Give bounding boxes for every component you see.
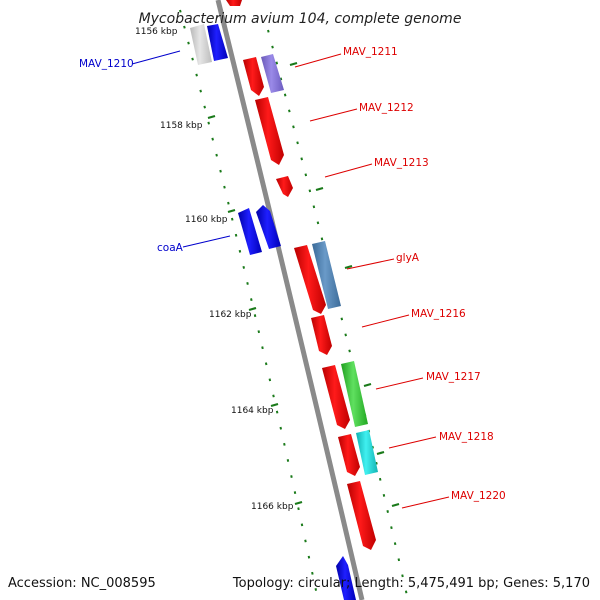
gene-arrow-mav1213[interactable]	[276, 176, 293, 197]
genome-summary-text: Topology: circular; Length: 5,475,491 bp…	[232, 576, 590, 591]
gene-arrow-mav1218[interactable]	[356, 430, 378, 475]
gene-arrow-mav1218-red[interactable]	[338, 434, 360, 476]
gc-skew-track	[179, 9, 409, 600]
label-mav1213[interactable]: MAV_1213	[374, 157, 429, 169]
gene-arrow-grey[interactable]	[190, 24, 212, 65]
gene-arrow-coaA-2[interactable]	[256, 205, 281, 249]
gc-outer-curve	[267, 29, 409, 600]
leader-mav1213	[324, 163, 373, 178]
gc-peak-marks	[207, 61, 400, 508]
scale-label-1162: 1162 kbp	[209, 310, 252, 320]
leader-mav1211	[294, 53, 342, 68]
label-mav1212[interactable]: MAV_1212	[359, 102, 414, 114]
gene-arrow-mav1210[interactable]	[207, 24, 228, 61]
label-mav1216[interactable]: MAV_1216	[411, 308, 466, 320]
leader-glyA	[346, 258, 395, 270]
gene-arrow-mav1212[interactable]	[255, 97, 284, 165]
gene-arrow-mav1217-red[interactable]	[322, 365, 350, 429]
map-title: Mycobacterium avium 104, complete genome	[139, 11, 462, 27]
label-mav1210[interactable]: MAV_1210	[79, 58, 134, 70]
label-mav1220[interactable]: MAV_1220	[451, 490, 506, 502]
gene-arrow-top-partial[interactable]	[226, 0, 242, 6]
label-glyA[interactable]: glyA	[396, 252, 420, 264]
leader-mav1220	[401, 496, 450, 509]
gene-arrow-glyA-red[interactable]	[294, 245, 326, 314]
label-leaders	[131, 50, 450, 509]
gene-arrow-mav1216[interactable]	[311, 315, 332, 355]
scale-label-1160: 1160 kbp	[185, 215, 228, 225]
leader-coaA	[182, 235, 231, 248]
gene-arrow-glyA[interactable]	[312, 241, 341, 309]
forward-strand-genes	[243, 54, 378, 550]
label-mav1218[interactable]: MAV_1218	[439, 431, 494, 443]
label-coaA[interactable]: coaA	[157, 242, 184, 254]
leader-mav1210	[131, 50, 181, 65]
leader-mav1212	[309, 108, 358, 122]
leader-mav1218	[388, 436, 437, 449]
gene-arrow-bottom-blue[interactable]	[336, 556, 356, 600]
accession-text: Accession: NC_008595	[8, 576, 156, 591]
gene-arrow-mav1211[interactable]	[243, 57, 264, 96]
label-mav1211[interactable]: MAV_1211	[343, 46, 398, 58]
reverse-strand-genes	[190, 0, 356, 600]
gene-arrow-mav1211b[interactable]	[261, 54, 284, 93]
gene-labels: MAV_1210 coaA MAV_1211 MAV_1212 MAV_1213…	[79, 46, 506, 502]
gene-arrow-mav1217[interactable]	[341, 361, 368, 427]
scale-label-1158: 1158 kbp	[160, 121, 203, 131]
genome-backbone	[215, 0, 365, 600]
label-mav1217[interactable]: MAV_1217	[426, 371, 481, 383]
scale-labels: 1156 kbp 1158 kbp 1160 kbp 1162 kbp 1164…	[135, 27, 294, 512]
leader-mav1216	[361, 314, 410, 328]
scale-label-1156: 1156 kbp	[135, 27, 178, 37]
gc-inner-curve	[179, 9, 319, 600]
scale-label-1166: 1166 kbp	[251, 502, 294, 512]
leader-mav1217	[375, 377, 424, 390]
gene-arrow-coaA-1[interactable]	[238, 208, 262, 255]
gene-arrow-mav1220[interactable]	[347, 481, 376, 550]
scale-label-1164: 1164 kbp	[231, 406, 274, 416]
